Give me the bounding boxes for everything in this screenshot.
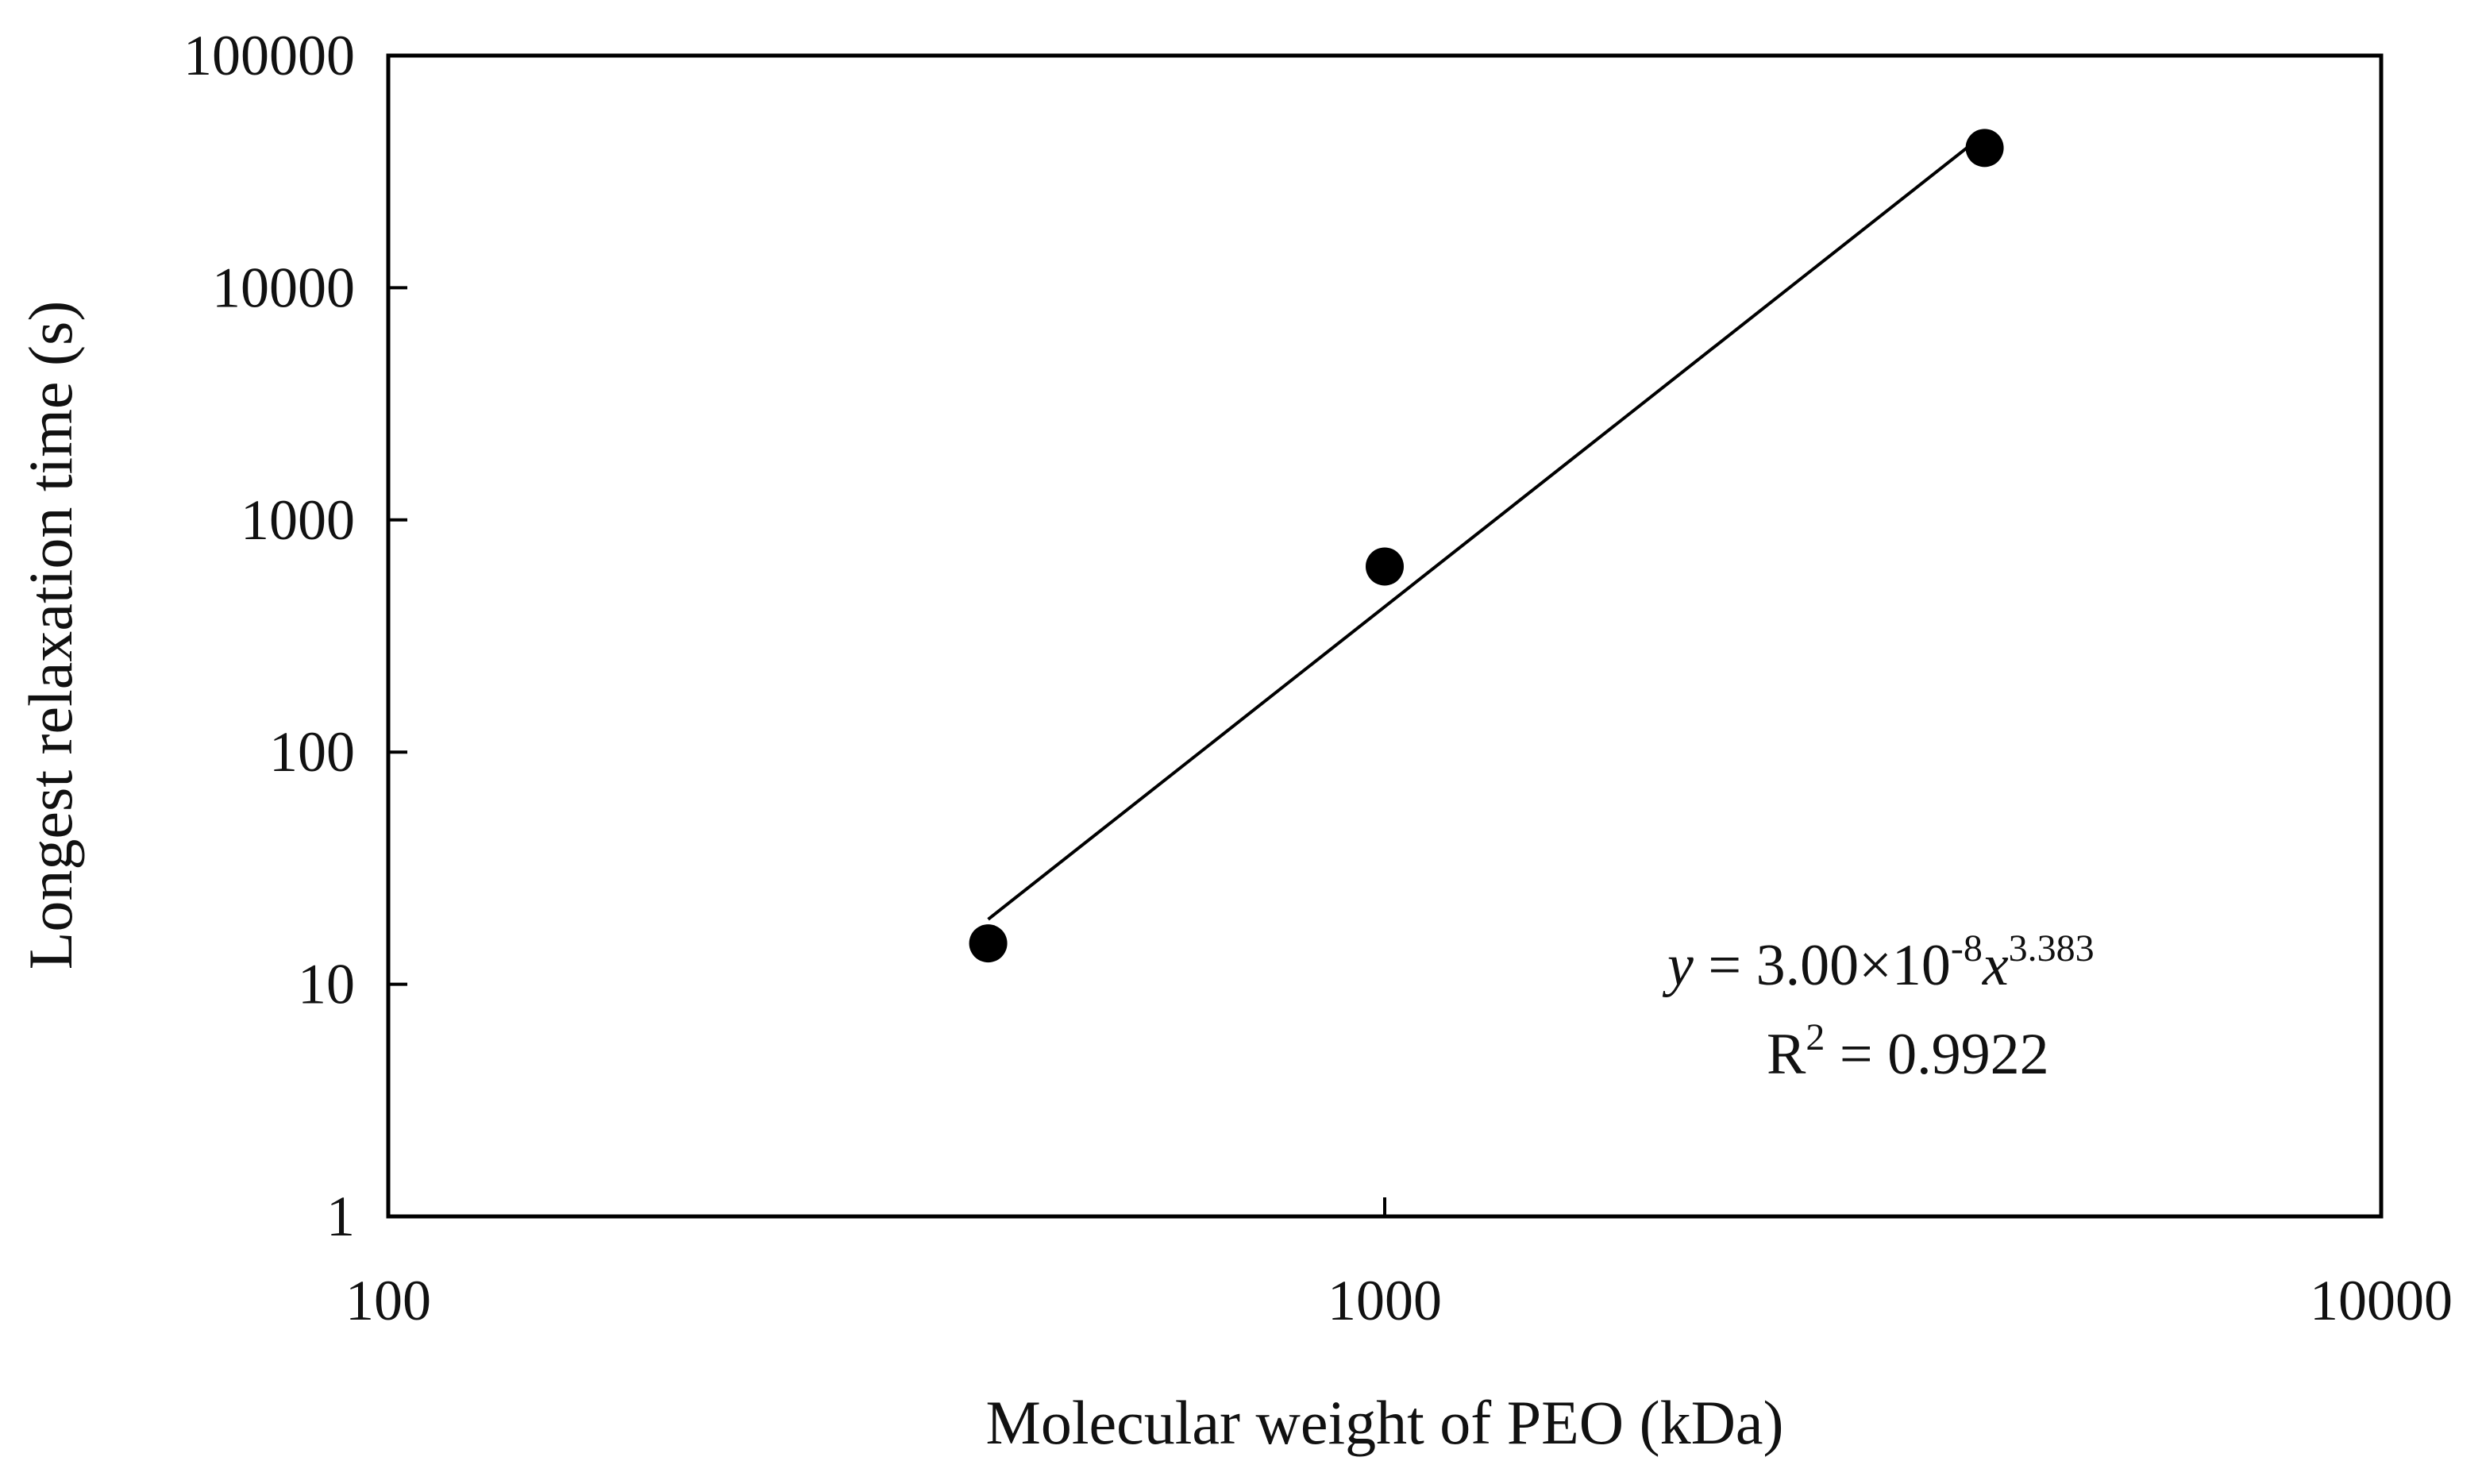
equation-y-var: y [1662, 933, 1694, 998]
x-axis-ticks: 100 1000 10000 [345, 1197, 2453, 1332]
x-tick-label: 1000 [1328, 1269, 1442, 1332]
data-point [1366, 547, 1404, 586]
fit-line [987, 133, 1986, 921]
y-tick-label: 100000 [183, 24, 355, 87]
r-squared-label: R2 = 0.9922 [1767, 1016, 2049, 1087]
y-tick-label: 1 [326, 1185, 355, 1248]
x-axis-title: Molecular weight of PEO (kDa) [985, 1388, 1783, 1457]
x-tick-label: 100 [345, 1269, 431, 1332]
plot-area-frame [386, 53, 2384, 1219]
y-tick-label: 10000 [212, 256, 355, 319]
equation-exponent-2: 3.383 [2009, 927, 2095, 969]
points-layer [969, 129, 2004, 963]
data-point [1965, 129, 2004, 168]
y-axis-title: Longest relaxation time (s) [16, 301, 85, 970]
equation-x-var: x [1982, 933, 2009, 998]
y-tick-label: 10 [298, 953, 355, 1016]
y-tick-label: 1000 [241, 488, 355, 552]
equation-exponent-1: -8 [1951, 927, 1983, 969]
y-tick-label: 100 [269, 720, 355, 784]
fit-layer [987, 133, 1986, 921]
data-point [969, 924, 1008, 963]
equation-mid: = 3.00×10 [1694, 933, 1951, 998]
x-tick-label: 10000 [2310, 1269, 2453, 1332]
r2-sup: 2 [1806, 1016, 1825, 1058]
y-axis-ticks: 1 10 100 1000 10000 100000 [183, 24, 407, 1248]
r2-r: R [1767, 1022, 1806, 1087]
fit-equation: y = 3.00×10-8x3.383 [1662, 927, 2095, 998]
r2-value: = 0.9922 [1825, 1022, 2048, 1087]
